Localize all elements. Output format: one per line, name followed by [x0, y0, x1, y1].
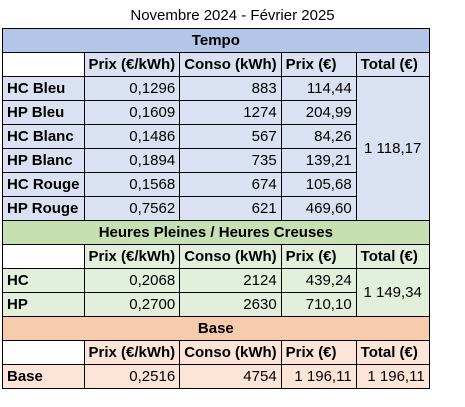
- column-header-row-base: Prix (€/kWh) Conso (kWh) Prix (€) Total …: [2, 340, 430, 365]
- section-title-hphc[interactable]: Heures Pleines / Heures Creuses: [2, 220, 430, 245]
- cell-cost[interactable]: 1 196,11: [280, 364, 357, 389]
- row-label[interactable]: HC Bleu: [2, 76, 85, 101]
- header-conso[interactable]: Conso (kWh): [179, 340, 282, 365]
- section-title-tempo[interactable]: Tempo: [2, 28, 430, 53]
- cell-prix[interactable]: 0,2516: [83, 364, 181, 389]
- cell-prix[interactable]: 0,7562: [83, 196, 181, 221]
- cell-conso[interactable]: 4754: [179, 364, 282, 389]
- cell-conso[interactable]: 2124: [179, 268, 282, 293]
- section-header-hphc: Heures Pleines / Heures Creuses: [2, 220, 430, 245]
- cell-prix[interactable]: 0,2068: [83, 268, 181, 293]
- cell-prix[interactable]: 0,1894: [83, 148, 181, 173]
- cell-cost[interactable]: 114,44: [280, 76, 357, 101]
- sheet-title: Novembre 2024 - Février 2025: [130, 7, 335, 24]
- header-total[interactable]: Total (€): [355, 340, 430, 365]
- row-label[interactable]: Base: [2, 364, 85, 389]
- row-label[interactable]: HC Blanc: [2, 124, 85, 149]
- cell-total-base[interactable]: 1 196,11: [355, 364, 430, 389]
- column-header-row-tempo: Prix (€/kWh) Conso (kWh) Prix (€) Total …: [2, 52, 430, 77]
- table-row: HC Bleu 0,1296 883 114,44 1 118,17: [2, 76, 430, 221]
- cell-conso[interactable]: 1274: [179, 100, 282, 125]
- table-row: Base 0,2516 4754 1 196,11 1 196,11: [2, 364, 430, 389]
- cell-conso[interactable]: 621: [179, 196, 282, 221]
- cell-prix[interactable]: 0,1568: [83, 172, 181, 197]
- cell-cost[interactable]: 84,26: [280, 124, 357, 149]
- cell-prix[interactable]: 0,2700: [83, 292, 181, 317]
- header-total[interactable]: Total (€): [355, 244, 430, 269]
- header-prix-kwh[interactable]: Prix (€/kWh): [83, 244, 181, 269]
- row-label[interactable]: HP Rouge: [2, 196, 85, 221]
- header-conso[interactable]: Conso (kWh): [179, 52, 282, 77]
- table-row: HC Blanc 0,1486 567 84,26: [2, 124, 430, 149]
- cell-cost[interactable]: 439,24: [280, 268, 357, 293]
- table-row: HP Rouge 0,7562 621 469,60: [2, 196, 430, 221]
- header-prix-kwh[interactable]: Prix (€/kWh): [83, 52, 181, 77]
- section-header-base: Base: [2, 316, 430, 341]
- cell-cost[interactable]: 469,60: [280, 196, 357, 221]
- header-blank-cell[interactable]: [2, 244, 85, 269]
- header-blank-cell[interactable]: [2, 52, 85, 77]
- cell-total-hphc[interactable]: 1 149,34: [355, 268, 430, 317]
- row-label[interactable]: HP: [2, 292, 85, 317]
- header-total[interactable]: Total (€): [355, 52, 430, 77]
- cell-cost[interactable]: 105,68: [280, 172, 357, 197]
- cell-cost[interactable]: 204,99: [280, 100, 357, 125]
- header-prix-eur[interactable]: Prix (€): [280, 52, 357, 77]
- cell-cost[interactable]: 710,10: [280, 292, 357, 317]
- header-prix-eur[interactable]: Prix (€): [280, 244, 357, 269]
- section-header-tempo: Tempo: [2, 28, 430, 53]
- cell-cost[interactable]: 139,21: [280, 148, 357, 173]
- section-title-base[interactable]: Base: [2, 316, 430, 341]
- table-row: HP Bleu 0,1609 1274 204,99: [2, 100, 430, 125]
- cell-prix[interactable]: 0,1486: [83, 124, 181, 149]
- cell-conso[interactable]: 2630: [179, 292, 282, 317]
- tariff-comparison-table: Tempo Prix (€/kWh) Conso (kWh) Prix (€) …: [2, 28, 430, 389]
- table-row: HP Blanc 0,1894 735 139,21: [2, 148, 430, 173]
- header-blank-cell[interactable]: [2, 340, 85, 365]
- header-prix-kwh[interactable]: Prix (€/kWh): [83, 340, 181, 365]
- column-header-row-hphc: Prix (€/kWh) Conso (kWh) Prix (€) Total …: [2, 244, 430, 269]
- cell-conso[interactable]: 735: [179, 148, 282, 173]
- row-label[interactable]: HP Blanc: [2, 148, 85, 173]
- cell-total-tempo[interactable]: 1 118,17: [355, 76, 430, 221]
- header-prix-eur[interactable]: Prix (€): [280, 340, 357, 365]
- row-label[interactable]: HP Bleu: [2, 100, 85, 125]
- table-row: HC 0,2068 2124 439,24 1 149,34: [2, 268, 430, 317]
- cell-prix[interactable]: 0,1609: [83, 100, 181, 125]
- table-row: HP 0,2700 2630 710,10: [2, 292, 430, 317]
- cell-prix[interactable]: 0,1296: [83, 76, 181, 101]
- row-label[interactable]: HC: [2, 268, 85, 293]
- cell-conso[interactable]: 674: [179, 172, 282, 197]
- cell-conso[interactable]: 567: [179, 124, 282, 149]
- cell-conso[interactable]: 883: [179, 76, 282, 101]
- table-row: HC Rouge 0,1568 674 105,68: [2, 172, 430, 197]
- header-conso[interactable]: Conso (kWh): [179, 244, 282, 269]
- row-label[interactable]: HC Rouge: [2, 172, 85, 197]
